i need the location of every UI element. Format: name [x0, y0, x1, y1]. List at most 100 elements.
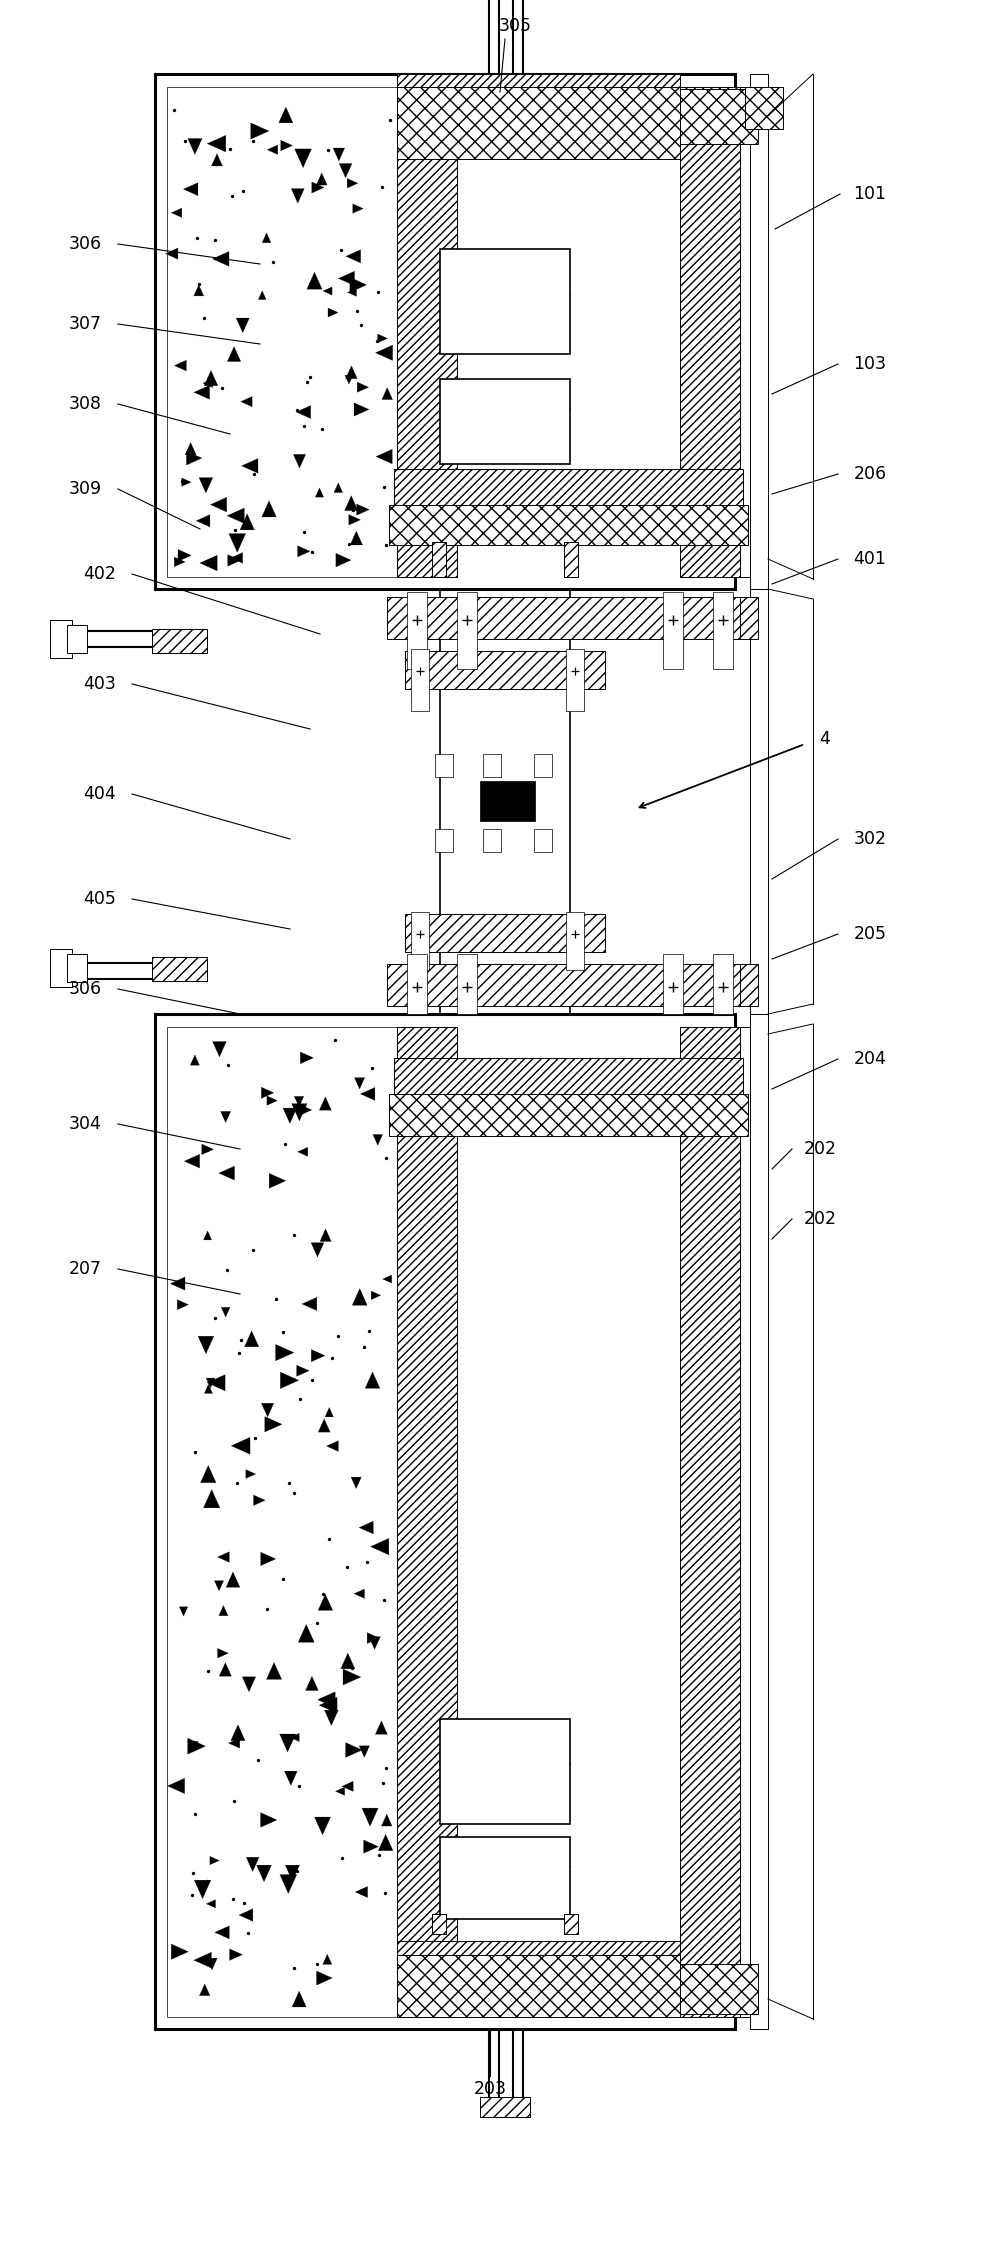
Point	[369, 323, 385, 359]
Polygon shape	[359, 1746, 369, 1757]
Bar	[397, 1955, 680, 2017]
Polygon shape	[193, 285, 203, 296]
Polygon shape	[204, 370, 218, 386]
Bar	[750, 74, 768, 588]
Polygon shape	[290, 1732, 300, 1741]
Polygon shape	[292, 1990, 307, 2006]
Bar	[397, 88, 457, 577]
Point	[191, 265, 207, 301]
Point	[199, 1131, 215, 1167]
Polygon shape	[239, 1910, 253, 1921]
Polygon shape	[220, 1111, 231, 1122]
Bar	[564, 543, 578, 577]
Point	[361, 1313, 377, 1349]
Polygon shape	[371, 1290, 381, 1299]
Polygon shape	[269, 1174, 286, 1189]
Bar	[440, 1838, 570, 1919]
Polygon shape	[211, 153, 222, 166]
Polygon shape	[302, 1297, 316, 1310]
Point	[296, 514, 311, 550]
Polygon shape	[246, 1858, 259, 1871]
Bar	[389, 1095, 748, 1135]
Polygon shape	[240, 514, 254, 530]
Polygon shape	[221, 1308, 230, 1317]
Point	[364, 1050, 380, 1086]
Point	[187, 1434, 203, 1470]
Polygon shape	[333, 148, 344, 162]
Polygon shape	[217, 1649, 228, 1658]
Polygon shape	[257, 1865, 272, 1883]
Polygon shape	[365, 1371, 380, 1389]
Polygon shape	[306, 1676, 318, 1690]
Polygon shape	[261, 1088, 274, 1097]
Polygon shape	[298, 545, 310, 557]
Polygon shape	[351, 1477, 361, 1488]
Bar	[397, 1941, 680, 1955]
Polygon shape	[203, 1232, 211, 1241]
Polygon shape	[251, 123, 269, 139]
Polygon shape	[265, 1416, 282, 1432]
Polygon shape	[207, 1376, 225, 1391]
Polygon shape	[295, 1097, 304, 1106]
Polygon shape	[217, 1553, 229, 1562]
Polygon shape	[318, 1593, 332, 1611]
Polygon shape	[204, 1385, 212, 1394]
Point	[343, 1768, 359, 1804]
Point	[310, 1946, 325, 1981]
Bar	[680, 1964, 758, 2015]
Polygon shape	[314, 1818, 330, 1836]
Polygon shape	[322, 1955, 331, 1964]
Polygon shape	[336, 554, 351, 568]
Point	[265, 245, 281, 280]
Text: 402: 402	[83, 565, 116, 583]
Text: 401: 401	[853, 550, 887, 568]
Point	[359, 1544, 375, 1580]
Bar	[457, 592, 477, 669]
Point	[300, 364, 315, 399]
Point	[219, 1252, 235, 1288]
Polygon shape	[345, 1744, 362, 1757]
Polygon shape	[267, 1095, 278, 1106]
Text: 306: 306	[68, 981, 101, 999]
Bar	[435, 754, 453, 776]
Polygon shape	[369, 1636, 380, 1649]
Polygon shape	[175, 361, 186, 370]
Polygon shape	[354, 1077, 365, 1088]
Point	[175, 462, 190, 498]
Polygon shape	[319, 1696, 337, 1712]
Polygon shape	[190, 1055, 199, 1066]
Point	[305, 534, 320, 570]
Point	[200, 1654, 216, 1690]
Polygon shape	[206, 1959, 217, 1970]
Bar	[680, 597, 740, 640]
Polygon shape	[315, 487, 323, 498]
Bar	[67, 626, 87, 653]
Point	[327, 1021, 343, 1057]
Point	[250, 1741, 266, 1777]
Polygon shape	[285, 1771, 298, 1786]
Polygon shape	[328, 307, 338, 316]
Polygon shape	[231, 1438, 250, 1454]
Bar	[483, 754, 501, 776]
Bar	[740, 1028, 758, 2017]
Polygon shape	[210, 1856, 219, 1865]
Polygon shape	[339, 164, 352, 177]
Polygon shape	[203, 379, 212, 388]
Point	[376, 469, 392, 505]
Bar	[745, 88, 783, 128]
Polygon shape	[367, 1634, 379, 1643]
Bar	[397, 88, 680, 159]
Polygon shape	[182, 478, 191, 487]
Polygon shape	[376, 346, 393, 361]
Polygon shape	[180, 1607, 187, 1616]
Point	[371, 1836, 387, 1871]
Point	[287, 1216, 303, 1252]
Polygon shape	[359, 1521, 373, 1535]
Polygon shape	[294, 456, 306, 469]
Bar	[566, 911, 584, 969]
Polygon shape	[334, 482, 342, 491]
Point	[345, 491, 361, 527]
Point	[259, 1591, 275, 1627]
Polygon shape	[323, 287, 332, 296]
Point	[344, 1649, 360, 1685]
